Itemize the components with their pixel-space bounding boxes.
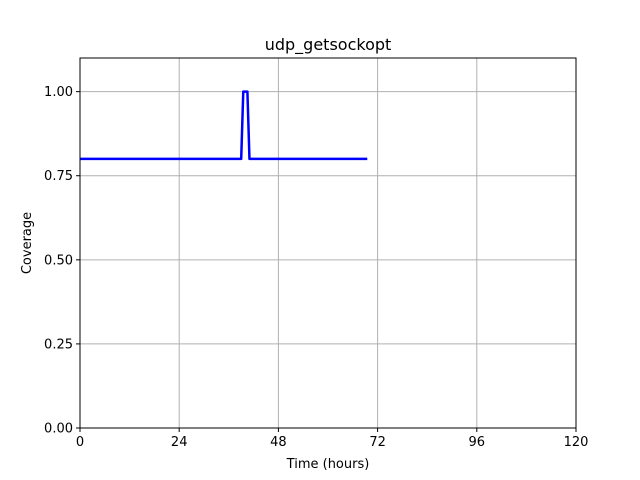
y-tick-label: 0.50 [44, 253, 73, 268]
ticks: 0 24 48 72 96 120 0.00 0.25 0.50 0.75 1.00 [44, 85, 588, 450]
x-tick-label: 120 [564, 435, 589, 450]
x-tick-label: 0 [76, 435, 84, 450]
y-axis-label: Coverage [20, 212, 35, 274]
coverage-line [80, 90, 368, 161]
x-tick-label: 48 [270, 435, 287, 450]
x-tick-label: 96 [469, 435, 486, 450]
y-tick-label: 0.25 [44, 337, 73, 352]
x-tick-label: 24 [171, 435, 188, 450]
chart-title: udp_getsockopt [265, 35, 392, 55]
y-tick-label: 0.75 [44, 169, 73, 184]
y-tick-label: 0.00 [44, 422, 73, 437]
plot-frame [79, 57, 577, 429]
y-tick-label: 1.00 [44, 85, 73, 100]
series-layer [80, 90, 368, 161]
x-tick-label: 72 [369, 435, 386, 450]
x-axis-label: Time (hours) [286, 457, 370, 472]
